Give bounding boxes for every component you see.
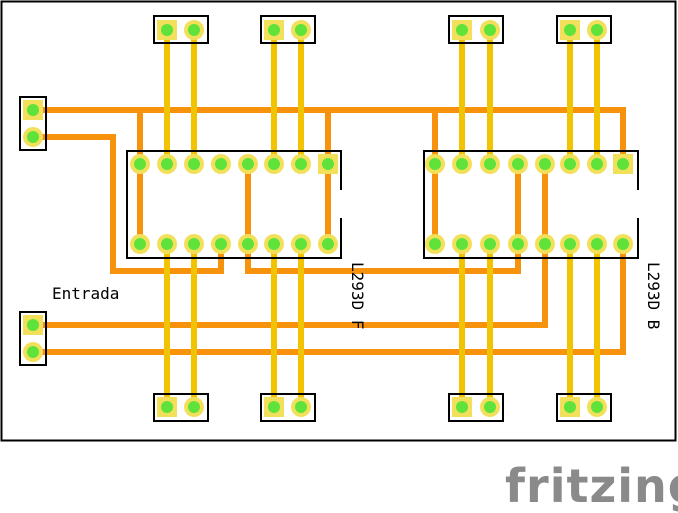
header-left-power (19, 96, 47, 151)
header-bottom-3-pad-1 (456, 401, 468, 413)
trace-input-1 (30, 161, 548, 328)
header-bottom-1-pad-1 (161, 401, 173, 413)
ic-right-top-pad-4 (512, 158, 524, 170)
top-layer-traces (164, 30, 600, 407)
trace-left-chip-mid (245, 161, 521, 274)
header-bottom-4-pad-1 (564, 401, 576, 413)
trace-input-2 (30, 241, 626, 355)
ic-right-top-pad-2 (456, 158, 468, 170)
header-top-2 (260, 15, 316, 44)
ic-right-bottom-pad-8 (617, 238, 629, 250)
ic-left-bottom-pad-5 (242, 238, 254, 250)
header-bottom-4 (556, 393, 612, 422)
ic-left-bottom-pad-2 (161, 238, 173, 250)
header-top-3 (448, 15, 504, 44)
ic-left-top-pad-2 (161, 158, 173, 170)
label-chip-left: L293D F (348, 262, 367, 329)
header-bottom-2-pad-2 (295, 401, 307, 413)
header-top-4-pad-1 (564, 24, 576, 36)
header-top-1-pad-2 (188, 24, 200, 36)
ic-right-top-pad-1 (429, 158, 441, 170)
header-left-power-pad-2 (27, 131, 39, 143)
header-bottom-2-pad-1 (268, 401, 280, 413)
ic-left-top-pad-7 (295, 158, 307, 170)
ic-left-bottom-pad-6 (268, 238, 280, 250)
ic-right-top-pad-3 (484, 158, 496, 170)
label-entrada: Entrada (52, 284, 119, 303)
ic-left-top-pad-8 (322, 158, 334, 170)
ic-right-top-pad-6 (564, 158, 576, 170)
ic-left-bottom-pad-3 (188, 238, 200, 250)
ic-left-top-pad-6 (268, 158, 280, 170)
ic-left-top-pad-5 (242, 158, 254, 170)
ic-right-bottom-pad-7 (591, 238, 603, 250)
ic-left-outline (126, 150, 342, 259)
header-bottom-1 (153, 393, 209, 422)
header-top-2-pad-2 (295, 24, 307, 36)
bottom-layer-traces (30, 107, 626, 355)
header-top-3-pad-1 (456, 24, 468, 36)
header-left-power-pad-1 (27, 104, 39, 116)
header-left-input-pad-1 (27, 319, 39, 331)
ic-left-bottom-pad-4 (215, 238, 227, 250)
ic-right-bottom-pad-6 (564, 238, 576, 250)
ic-right-bottom-pad-3 (484, 238, 496, 250)
ic-left-top-pad-4 (215, 158, 227, 170)
ic-left-bottom-pad-8 (322, 238, 334, 250)
header-top-1 (153, 15, 209, 44)
header-top-3-pad-2 (484, 24, 496, 36)
ic-right-bottom-pad-2 (456, 238, 468, 250)
pcb-board-outline (0, 0, 677, 442)
ic-right-outline (423, 150, 639, 259)
header-left-input-pad-2 (27, 346, 39, 358)
label-chip-right: L293D B (644, 262, 663, 329)
ic-left-bottom-pad-7 (295, 238, 307, 250)
header-bottom-1-pad-2 (188, 401, 200, 413)
pads (23, 20, 633, 417)
trace-left-second (30, 134, 224, 274)
header-outlines (19, 15, 612, 422)
header-bottom-2 (260, 393, 316, 422)
ic-right-top-pad-5 (539, 158, 551, 170)
header-top-2-pad-1 (268, 24, 280, 36)
ic-left-top-pad-1 (134, 158, 146, 170)
header-top-4-pad-2 (591, 24, 603, 36)
ic-right-bottom-pad-4 (512, 238, 524, 250)
ic-right-bottom-pad-1 (429, 238, 441, 250)
header-top-1-pad-1 (161, 24, 173, 36)
header-top-4 (556, 15, 612, 44)
ic-right-bottom-pad-5 (539, 238, 551, 250)
ic-right-top-pad-8 (617, 158, 629, 170)
header-left-input (19, 311, 47, 366)
header-bottom-3 (448, 393, 504, 422)
ic-outlines (126, 150, 639, 259)
ic-left-bottom-pad-1 (134, 238, 146, 250)
header-bottom-3-pad-2 (484, 401, 496, 413)
ic-right-top-pad-7 (591, 158, 603, 170)
header-bottom-4-pad-2 (591, 401, 603, 413)
ic-left-top-pad-3 (188, 158, 200, 170)
fritzing-logo-icon: fritzing (505, 459, 678, 513)
